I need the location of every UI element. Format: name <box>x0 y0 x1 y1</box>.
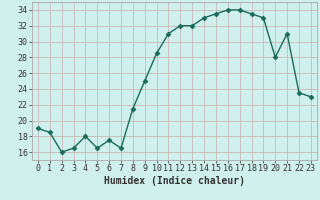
X-axis label: Humidex (Indice chaleur): Humidex (Indice chaleur) <box>104 176 245 186</box>
